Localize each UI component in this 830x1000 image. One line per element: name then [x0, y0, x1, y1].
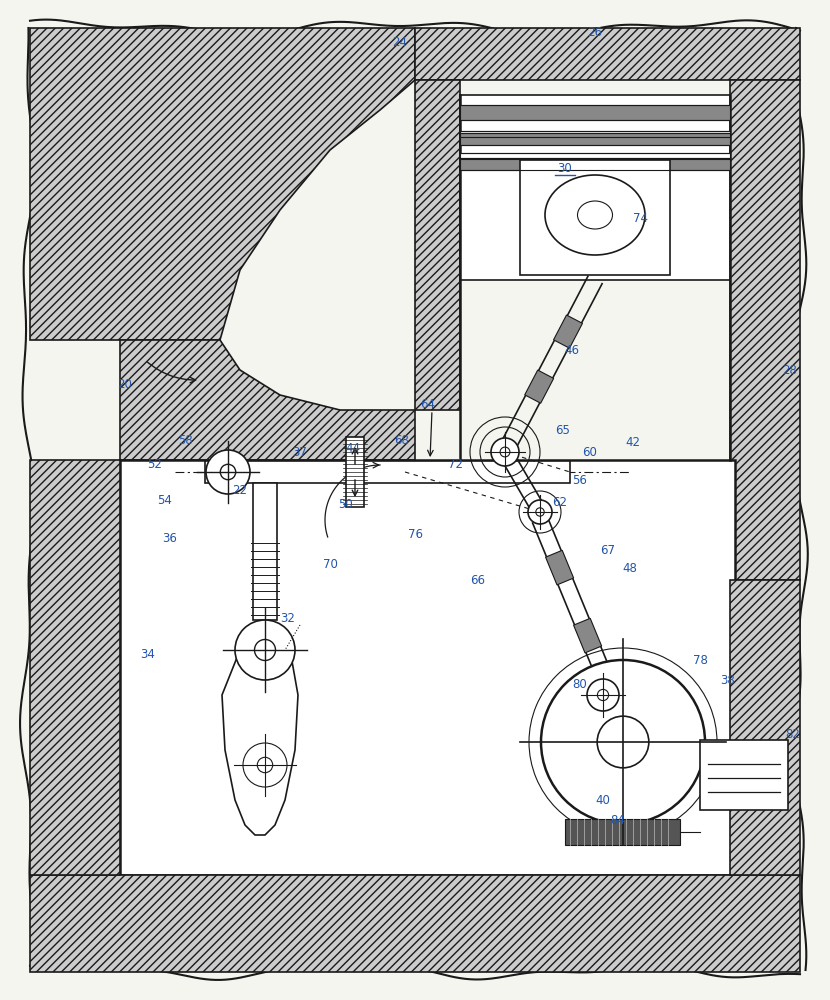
Text: 36: 36	[163, 532, 178, 544]
Bar	[460, 131, 730, 137]
Text: 40: 40	[596, 794, 610, 806]
Polygon shape	[415, 28, 800, 80]
Ellipse shape	[578, 201, 613, 229]
Circle shape	[500, 447, 510, 457]
Bar	[460, 153, 730, 159]
Bar	[460, 95, 730, 280]
Text: 50: 50	[338, 498, 353, 512]
Text: 80: 80	[573, 678, 588, 692]
Text: 67: 67	[600, 544, 616, 556]
Text: 66: 66	[471, 574, 486, 586]
Text: 52: 52	[148, 458, 163, 472]
Text: 42: 42	[626, 436, 641, 448]
Bar	[346, 437, 364, 507]
Circle shape	[220, 464, 236, 480]
Circle shape	[206, 450, 250, 494]
Text: 48: 48	[622, 562, 637, 574]
Text: 76: 76	[408, 528, 422, 542]
Bar	[545, 550, 574, 585]
Text: 20: 20	[118, 378, 133, 391]
Bar	[565, 819, 680, 845]
Text: 30: 30	[558, 161, 573, 174]
Ellipse shape	[545, 175, 645, 255]
Text: 58: 58	[178, 434, 193, 446]
Text: 46: 46	[564, 344, 579, 357]
Text: 37: 37	[292, 446, 307, 458]
Bar	[120, 460, 735, 875]
Text: 74: 74	[632, 212, 647, 225]
Bar	[520, 160, 670, 275]
Circle shape	[243, 743, 287, 787]
Text: 22: 22	[232, 484, 247, 496]
Circle shape	[257, 757, 273, 773]
Text: 82: 82	[785, 728, 800, 742]
Text: 34: 34	[140, 648, 155, 662]
Circle shape	[536, 508, 544, 516]
Text: 78: 78	[692, 654, 707, 666]
Circle shape	[491, 438, 519, 466]
Bar	[700, 740, 788, 810]
Polygon shape	[30, 28, 415, 340]
Polygon shape	[730, 80, 800, 580]
Text: 44: 44	[345, 442, 360, 454]
Circle shape	[255, 640, 276, 660]
Text: 56: 56	[573, 474, 588, 487]
Bar	[205, 461, 570, 483]
Polygon shape	[730, 580, 800, 875]
Polygon shape	[222, 650, 298, 835]
Text: 70: 70	[323, 558, 338, 572]
Bar	[460, 158, 730, 170]
Circle shape	[541, 660, 705, 824]
Bar	[525, 370, 554, 403]
Polygon shape	[30, 875, 800, 972]
Circle shape	[598, 689, 608, 701]
Polygon shape	[30, 460, 120, 875]
Text: 60: 60	[583, 446, 598, 458]
Bar	[554, 315, 583, 348]
Text: 26: 26	[588, 25, 603, 38]
Bar	[574, 618, 602, 653]
Text: 32: 32	[281, 611, 295, 624]
Bar	[460, 105, 730, 120]
Circle shape	[235, 620, 295, 680]
Circle shape	[587, 679, 619, 711]
Bar	[253, 483, 277, 620]
Text: 54: 54	[158, 493, 173, 506]
Polygon shape	[120, 340, 415, 460]
Text: 65: 65	[555, 424, 570, 436]
Text: 64: 64	[421, 398, 436, 412]
Text: 72: 72	[447, 458, 462, 472]
Circle shape	[597, 716, 649, 768]
Text: 62: 62	[553, 495, 568, 508]
Bar	[460, 133, 730, 145]
Polygon shape	[415, 80, 460, 410]
Text: 24: 24	[393, 35, 408, 48]
Text: 68: 68	[394, 434, 409, 446]
Text: 38: 38	[720, 674, 735, 686]
Circle shape	[528, 500, 552, 524]
Text: 28: 28	[783, 363, 798, 376]
Text: 84: 84	[611, 814, 626, 826]
